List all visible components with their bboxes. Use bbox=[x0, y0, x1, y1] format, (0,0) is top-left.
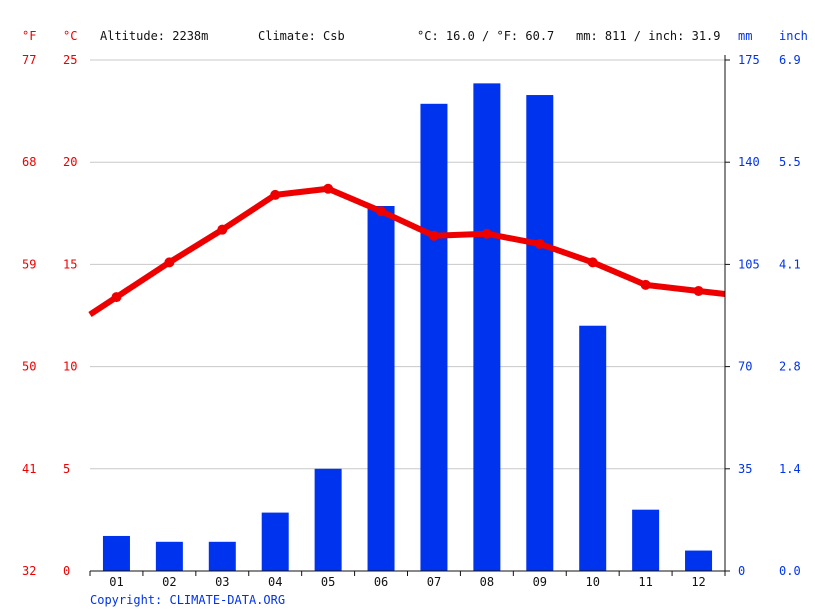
inch-tick-label: 1.4 bbox=[779, 462, 801, 476]
copyright-link[interactable]: Copyright: CLIMATE-DATA.ORG bbox=[90, 593, 285, 607]
precipitation-summary: mm: 811 / inch: 31.9 bbox=[576, 29, 721, 43]
inch-tick-label: 4.1 bbox=[779, 257, 801, 271]
precipitation-bar bbox=[102, 535, 130, 571]
inch-tick-label: 2.8 bbox=[779, 360, 801, 374]
month-label: 03 bbox=[215, 575, 229, 589]
mm-tick-label: 0 bbox=[738, 564, 745, 578]
mm-tick-label: 70 bbox=[738, 360, 752, 374]
altitude-label: Altitude: 2238m bbox=[100, 29, 208, 43]
month-label: 08 bbox=[480, 575, 494, 589]
celsius-tick-label: 25 bbox=[63, 53, 77, 67]
fahrenheit-tick-label: 59 bbox=[22, 257, 36, 271]
precipitation-bar bbox=[208, 541, 236, 571]
month-label: 10 bbox=[585, 575, 599, 589]
temperature-point bbox=[323, 183, 334, 194]
precipitation-bar bbox=[579, 325, 607, 571]
axes bbox=[89, 55, 730, 576]
climate-label: Climate: Csb bbox=[258, 29, 345, 43]
mm-tick-label: 175 bbox=[738, 53, 760, 67]
precipitation-bar bbox=[526, 95, 554, 571]
mm-unit-label: mm bbox=[738, 29, 752, 43]
temperature-point bbox=[693, 285, 704, 296]
month-label: 02 bbox=[162, 575, 176, 589]
fahrenheit-tick-label: 77 bbox=[22, 53, 36, 67]
temperature-point bbox=[481, 228, 492, 239]
temperature-point bbox=[270, 189, 281, 200]
month-label: 04 bbox=[268, 575, 282, 589]
inch-tick-label: 0.0 bbox=[779, 564, 801, 578]
precipitation-bar bbox=[473, 83, 501, 572]
grid-lines bbox=[90, 59, 725, 470]
temperature-point bbox=[640, 279, 651, 290]
temperature-point bbox=[164, 257, 175, 268]
month-label: 01 bbox=[109, 575, 123, 589]
month-label: 06 bbox=[374, 575, 388, 589]
celsius-unit-label: °C bbox=[63, 29, 77, 43]
fahrenheit-tick-label: 41 bbox=[22, 462, 36, 476]
month-label: 11 bbox=[638, 575, 652, 589]
temperature-point bbox=[217, 224, 228, 235]
month-label: 07 bbox=[427, 575, 441, 589]
inch-tick-label: 6.9 bbox=[779, 53, 801, 67]
temperature-line bbox=[88, 183, 726, 317]
temperature-point bbox=[111, 292, 122, 303]
celsius-tick-label: 15 bbox=[63, 257, 77, 271]
celsius-tick-label: 20 bbox=[63, 155, 77, 169]
mm-tick-label: 140 bbox=[738, 155, 760, 169]
precipitation-bar bbox=[420, 103, 448, 572]
precipitation-bar bbox=[367, 206, 395, 571]
temperature-summary: °C: 16.0 / °F: 60.7 bbox=[417, 29, 554, 43]
mm-tick-label: 35 bbox=[738, 462, 752, 476]
precipitation-bar bbox=[632, 509, 660, 571]
precipitation-bars bbox=[102, 83, 713, 572]
celsius-tick-label: 0 bbox=[63, 564, 70, 578]
precipitation-bar bbox=[261, 512, 289, 571]
temperature-point bbox=[428, 230, 439, 241]
fahrenheit-tick-label: 32 bbox=[22, 564, 36, 578]
tick-labels: 32 0 0 0.0 41 5 35 1.4 50 10 70 2.8 59 15 105 4.1 68 20 14… bbox=[22, 53, 801, 589]
inch-tick-label: 5.5 bbox=[779, 155, 801, 169]
month-label: 12 bbox=[691, 575, 705, 589]
precipitation-bar bbox=[685, 550, 713, 571]
precipitation-bar bbox=[314, 468, 342, 571]
fahrenheit-tick-label: 68 bbox=[22, 155, 36, 169]
mm-tick-label: 105 bbox=[738, 257, 760, 271]
month-label: 09 bbox=[533, 575, 547, 589]
inch-unit-label: inch bbox=[779, 29, 808, 43]
celsius-tick-label: 5 bbox=[63, 462, 70, 476]
fahrenheit-tick-label: 50 bbox=[22, 360, 36, 374]
month-label: 05 bbox=[321, 575, 335, 589]
celsius-tick-label: 10 bbox=[63, 360, 77, 374]
temperature-series-line bbox=[88, 185, 726, 317]
temperature-point bbox=[534, 238, 545, 249]
fahrenheit-unit-label: °F bbox=[22, 29, 36, 43]
precipitation-bar bbox=[155, 541, 183, 571]
temperature-point bbox=[587, 257, 598, 268]
temperature-point bbox=[376, 206, 387, 217]
